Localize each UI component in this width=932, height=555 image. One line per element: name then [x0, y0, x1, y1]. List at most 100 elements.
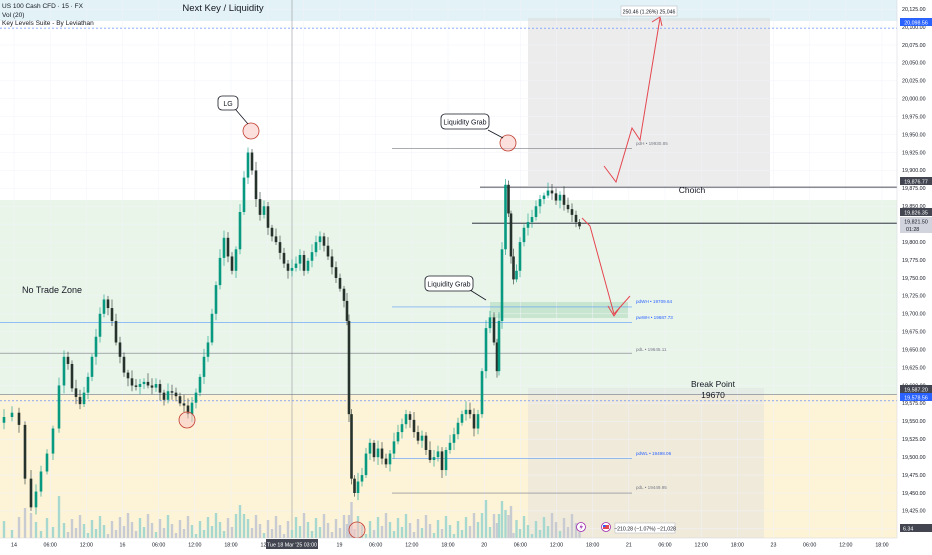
y-tick-label: 19,550.00 — [902, 419, 926, 425]
volume-bar — [90, 520, 94, 538]
y-tick-label: 20,050.00 — [902, 61, 926, 67]
volume-bar — [345, 524, 349, 538]
candle-body — [222, 237, 226, 258]
volume-bar — [334, 519, 338, 538]
price-tag-p5: 19,587.20 — [900, 385, 932, 393]
liquidity-grab-callout-2 — [424, 275, 474, 292]
candle-body — [424, 435, 428, 450]
svg-text:19,826.35: 19,826.35 — [904, 210, 928, 216]
top-liquidity-zone — [0, 0, 932, 21]
candle-body — [444, 449, 448, 471]
break-point-value: 19670 — [701, 390, 725, 400]
lg-circle — [242, 122, 260, 140]
candle-body — [294, 263, 298, 268]
projection-arrow-up — [603, 17, 661, 184]
candle-body — [278, 242, 282, 253]
volume-indicator-label[interactable]: Vol (20) — [2, 12, 25, 19]
candle-body — [396, 432, 400, 442]
volume-bar — [202, 530, 206, 538]
candle-body — [234, 249, 238, 271]
volume-bar — [416, 519, 420, 538]
x-tick-label: 14 — [11, 543, 17, 549]
volume-bar — [86, 533, 90, 538]
yellow-zone — [0, 395, 897, 538]
volume-bar — [290, 530, 294, 538]
levels-indicator-label[interactable]: Key Levels Suite - By Leviathan — [2, 20, 94, 27]
x-tick-label: 18:00 — [586, 543, 599, 549]
volume-bar — [45, 518, 49, 538]
volume-bar — [194, 534, 198, 538]
lightning-icon[interactable] — [576, 522, 586, 532]
volume-bar — [278, 525, 282, 538]
candle-body — [74, 388, 78, 397]
volume-bar — [106, 534, 110, 538]
volume-bar — [388, 522, 392, 538]
y-tick-label: 19,575.00 — [902, 401, 926, 407]
projection-box — [528, 18, 770, 186]
candle-body — [214, 285, 218, 314]
candle-body — [530, 217, 534, 223]
volume-bar — [122, 526, 126, 538]
y-tick-label: 19,525.00 — [902, 437, 926, 443]
pdl-label: pdL • 19645.11 — [636, 347, 667, 352]
volume-bar — [526, 525, 530, 538]
candle-body — [78, 396, 82, 405]
lg-callout-box — [217, 95, 239, 111]
volume-bar — [51, 527, 55, 538]
y-tick-label: 20,125.00 — [902, 7, 926, 13]
candle-body — [90, 356, 94, 377]
y-tick-label: 19,775.00 — [902, 258, 926, 264]
volume-bar — [138, 518, 142, 538]
y-tick-label: 19,850.00 — [902, 204, 926, 210]
candle-body — [330, 256, 334, 268]
candle-body — [338, 277, 342, 289]
y-tick-label: 19,950.00 — [902, 132, 926, 138]
candle-body — [476, 414, 480, 429]
svg-text:19,876.77: 19,876.77 — [904, 179, 928, 185]
x-axis-panel — [0, 538, 932, 550]
volume-bar — [238, 505, 242, 538]
volume-bar — [472, 513, 476, 538]
volume-bar — [364, 534, 368, 538]
candle-body — [512, 256, 515, 280]
volume-bar — [29, 513, 33, 538]
volume-bar — [2, 521, 6, 538]
candle-body — [274, 236, 278, 243]
volume-bar — [384, 513, 388, 538]
candle-body — [210, 313, 214, 343]
x-tick-label: 18:00 — [441, 543, 454, 549]
volume-bar — [218, 522, 222, 538]
volume-bar — [412, 532, 416, 538]
candle-body — [428, 449, 432, 461]
candle-body — [206, 342, 210, 357]
candle-body — [242, 177, 246, 213]
candle-body — [456, 422, 460, 435]
volume-bar — [322, 514, 326, 538]
candle-body — [154, 384, 158, 388]
candle-body — [400, 424, 404, 433]
volume-bar — [170, 524, 174, 538]
candle-body — [126, 372, 130, 379]
green-zone — [0, 200, 897, 395]
volume-bar — [250, 528, 254, 538]
svg-text:19,587.20: 19,587.20 — [904, 387, 928, 393]
y-tick-label: 19,750.00 — [902, 276, 926, 282]
candle-body — [266, 206, 270, 228]
x-tick-label: 12:00 — [839, 543, 852, 549]
volume-bar — [546, 526, 550, 538]
price-tag-p2: 19,876.77 — [900, 177, 932, 185]
volume-bar — [376, 517, 380, 538]
candle-body — [82, 392, 86, 405]
us-flag-icon[interactable] — [601, 522, 611, 532]
pdl2-label: pdL • 19449.95 — [636, 485, 667, 490]
y-tick-label: 19,700.00 — [902, 312, 926, 318]
volume-bar — [476, 522, 480, 538]
volume-bar — [254, 515, 258, 538]
y-tick-label: 19,425.00 — [902, 509, 926, 515]
volume-bar — [504, 510, 507, 538]
liquidity-grab-circle — [499, 134, 517, 152]
y-tick-label: 19,975.00 — [902, 114, 926, 120]
candle-body — [420, 435, 424, 441]
y-tick-label: 20,000.00 — [902, 97, 926, 103]
